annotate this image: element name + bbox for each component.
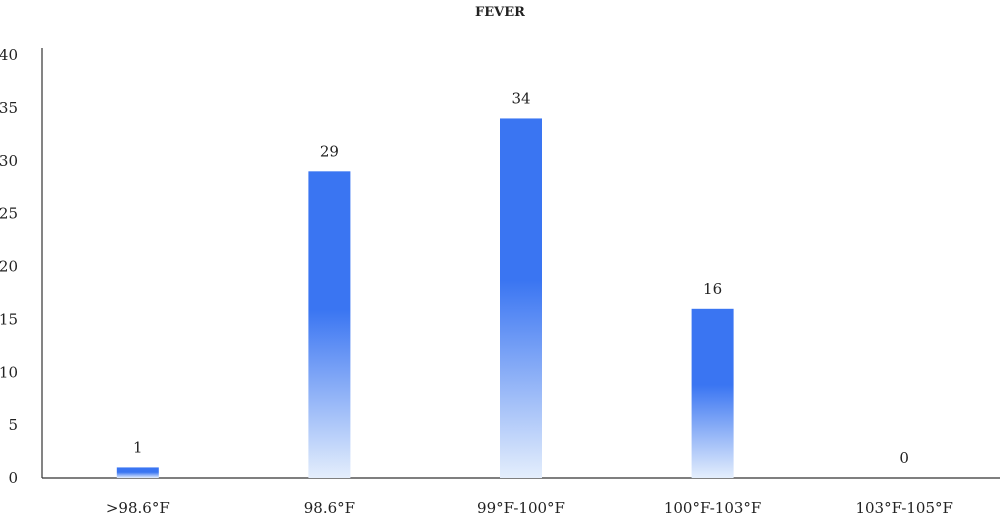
- x-tick-label: 98.6°F: [304, 499, 355, 517]
- x-axis-ticks: >98.6°F 98.6°F 99°F-100°F 100°F-103°F 103°F-…: [106, 499, 953, 517]
- x-tick-label: 100°F-103°F: [664, 499, 761, 517]
- y-tick-label: 5: [8, 416, 18, 434]
- y-tick-label: 25: [0, 205, 18, 223]
- bar: [116, 467, 159, 478]
- y-tick-label: 20: [0, 258, 18, 276]
- y-tick-label: 10: [0, 363, 18, 381]
- bar: [308, 171, 351, 478]
- x-tick-label: >98.6°F: [106, 499, 170, 517]
- bar-data-label: 0: [899, 449, 909, 467]
- y-tick-label: 15: [0, 310, 18, 328]
- x-tick-label: 99°F-100°F: [477, 499, 565, 517]
- y-tick-label: 40: [0, 46, 18, 64]
- data-labels-group: 1 29 34 16 0: [133, 89, 909, 467]
- x-tick-label: 103°F-105°F: [855, 499, 952, 517]
- bars-group: [116, 118, 734, 478]
- y-tick-label: 30: [0, 152, 18, 170]
- chart-title: FEVER: [475, 5, 525, 20]
- y-tick-label: 0: [8, 469, 18, 487]
- bar-data-label: 16: [703, 280, 722, 298]
- bar-data-label: 1: [133, 438, 143, 456]
- y-axis-ticks: 0 5 10 15 20 25 30 35 40: [0, 46, 18, 487]
- bar: [500, 118, 542, 478]
- bar: [691, 308, 734, 478]
- bar-data-label: 29: [320, 142, 339, 160]
- y-tick-label: 35: [0, 99, 18, 117]
- bar-data-label: 34: [511, 89, 530, 107]
